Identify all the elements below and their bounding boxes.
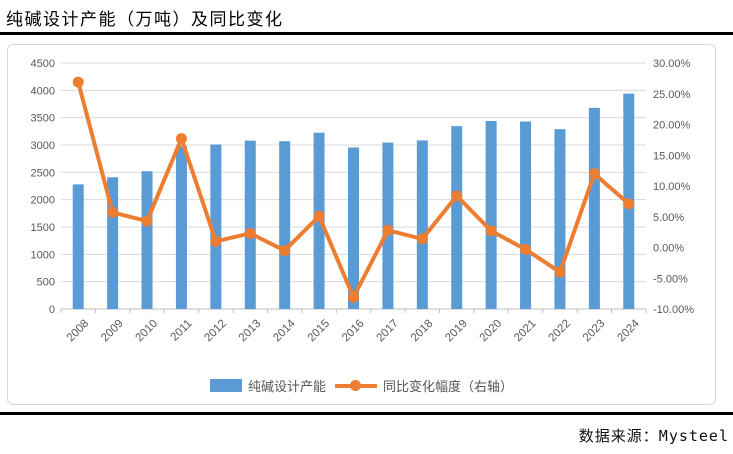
left-axis-tick-label: 0 xyxy=(49,304,55,316)
x-axis-year-label: 2015 xyxy=(306,318,333,345)
capacity-bar-2012 xyxy=(210,144,222,309)
bottom-divider xyxy=(0,412,733,415)
yoy-marker-2012 xyxy=(210,235,222,247)
right-axis-tick-label: 30.00% xyxy=(653,58,691,70)
capacity-bar-2013 xyxy=(244,140,256,309)
yoy-marker-2017 xyxy=(382,224,394,236)
yoy-marker-2020 xyxy=(485,225,497,237)
yoy-marker-2014 xyxy=(279,245,291,257)
legend-label-capacity: 纯碱设计产能 xyxy=(247,379,326,394)
yoy-marker-2008 xyxy=(72,76,84,88)
yoy-marker-2010 xyxy=(141,215,153,227)
left-axis-tick-label: 4000 xyxy=(31,85,55,97)
x-axis-year-label: 2012 xyxy=(202,318,229,345)
right-axis-tick-label: -10.00% xyxy=(653,304,694,316)
title-divider xyxy=(0,32,733,35)
x-axis-year-label: 2008 xyxy=(65,318,92,345)
right-axis-tick-label: 10.00% xyxy=(653,181,691,193)
capacity-bar-2010 xyxy=(141,171,153,309)
x-axis-year-label: 2011 xyxy=(169,318,195,344)
x-axis-year-label: 2018 xyxy=(409,318,436,345)
left-axis-tick-label: 2000 xyxy=(31,195,55,207)
left-axis-tick-label: 2500 xyxy=(31,167,55,179)
left-axis-tick-label: 1500 xyxy=(31,222,55,234)
x-axis-year-label: 2023 xyxy=(581,318,608,345)
yoy-marker-2009 xyxy=(107,206,119,218)
x-axis-year-label: 2022 xyxy=(547,318,574,345)
legend-label-yoy: 同比变化幅度（右轴） xyxy=(383,379,514,394)
yoy-marker-2018 xyxy=(416,233,428,245)
x-axis-year-label: 2017 xyxy=(374,318,401,345)
line-swatch-icon xyxy=(335,380,377,391)
capacity-bar-2021 xyxy=(520,121,532,309)
x-axis-year-label: 2014 xyxy=(271,317,298,344)
yoy-marker-2024 xyxy=(623,198,635,210)
capacity-bar-2008 xyxy=(72,184,84,309)
yoy-marker-2021 xyxy=(520,243,532,255)
right-axis-tick-label: 25.00% xyxy=(653,89,691,101)
line-marker-dot-icon xyxy=(350,380,361,391)
capacity-bar-2019 xyxy=(451,126,463,309)
capacity-bar-2011 xyxy=(175,146,187,309)
yoy-marker-2013 xyxy=(244,227,256,239)
x-axis-year-label: 2021 xyxy=(512,318,539,345)
left-axis-tick-label: 3000 xyxy=(31,140,55,152)
yoy-marker-2019 xyxy=(451,190,463,202)
capacity-bar-2014 xyxy=(279,141,291,309)
capacity-bar-2022 xyxy=(554,129,566,309)
capacity-bar-2016 xyxy=(348,147,359,309)
capacity-bar-2018 xyxy=(416,140,428,309)
capacity-bar-2009 xyxy=(107,177,119,309)
legend-item-capacity: 纯碱设计产能 xyxy=(209,376,326,395)
chart-title: 纯碱设计产能（万吨）及同比变化 xyxy=(6,10,284,29)
x-axis-year-label: 2024 xyxy=(615,317,642,344)
legend-item-yoy: 同比变化幅度（右轴） xyxy=(335,376,513,395)
x-axis-year-label: 2013 xyxy=(237,318,264,345)
bar-swatch-icon xyxy=(209,379,242,392)
x-axis-year-label: 2016 xyxy=(340,318,367,345)
chart-canvas: 0 500 1000 1500 2000 2500 3000 3500 4000 4500 -10.… xyxy=(31,58,695,345)
left-axis-tick-label: 1000 xyxy=(31,249,55,261)
capacity-bar-2020 xyxy=(485,120,497,310)
right-axis-tick-label: 20.00% xyxy=(653,120,691,132)
yoy-marker-2011 xyxy=(175,133,187,145)
x-axis-year-label: 2019 xyxy=(443,318,470,345)
left-axis-tick-label: 500 xyxy=(37,277,55,289)
right-axis-tick-label: -5.00% xyxy=(653,273,688,285)
legend: 纯碱设计产能 同比变化幅度（右轴） xyxy=(8,376,715,395)
yoy-marker-2023 xyxy=(588,168,600,180)
left-axis-tick-label: 4500 xyxy=(31,58,55,70)
left-axis-tick-label: 3500 xyxy=(31,113,55,125)
yoy-marker-2022 xyxy=(554,266,566,278)
yoy-marker-2015 xyxy=(313,210,325,222)
chart-frame: 0 500 1000 1500 2000 2500 3000 3500 4000 4500 -10.… xyxy=(7,44,716,405)
x-axis-year-label: 2009 xyxy=(99,318,126,345)
right-axis-tick-label: 0.00% xyxy=(653,243,684,255)
x-axis-year-label: 2010 xyxy=(134,318,161,345)
data-source: 数据来源：Mysteel xyxy=(578,427,729,445)
yoy-marker-2016 xyxy=(348,291,359,303)
right-axis-tick-label: 5.00% xyxy=(653,212,684,224)
capacity-bar-2023 xyxy=(588,107,600,310)
x-axis-year-label: 2020 xyxy=(478,318,505,345)
right-axis-tick-label: 15.00% xyxy=(653,150,691,162)
